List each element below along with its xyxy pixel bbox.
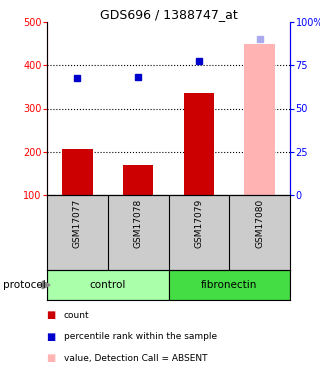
- Text: fibronectin: fibronectin: [201, 280, 257, 290]
- Bar: [184, 93, 214, 195]
- Text: control: control: [90, 280, 126, 290]
- Text: ■: ■: [47, 332, 56, 342]
- Bar: [62, 149, 92, 195]
- Text: GSM17079: GSM17079: [194, 199, 204, 248]
- Text: value, Detection Call = ABSENT: value, Detection Call = ABSENT: [64, 354, 207, 363]
- Bar: [123, 165, 153, 195]
- Bar: [47, 270, 169, 300]
- Text: ■: ■: [47, 310, 56, 320]
- Text: count: count: [64, 310, 90, 320]
- Bar: [244, 44, 275, 195]
- Text: GSM17078: GSM17078: [134, 199, 143, 248]
- Text: GSM17080: GSM17080: [255, 199, 264, 248]
- Text: GSM17077: GSM17077: [73, 199, 82, 248]
- Text: ■: ■: [47, 354, 56, 363]
- Bar: [169, 270, 290, 300]
- Text: percentile rank within the sample: percentile rank within the sample: [64, 332, 217, 341]
- Text: protocol: protocol: [3, 280, 46, 290]
- Title: GDS696 / 1388747_at: GDS696 / 1388747_at: [100, 8, 237, 21]
